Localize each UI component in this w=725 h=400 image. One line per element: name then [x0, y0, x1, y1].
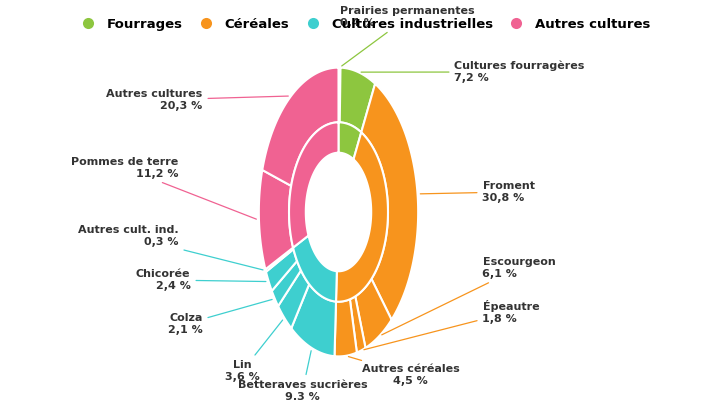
Polygon shape	[265, 248, 294, 272]
Polygon shape	[355, 279, 392, 348]
Text: Colza
2,1 %: Colza 2,1 %	[167, 300, 272, 335]
Polygon shape	[262, 68, 339, 186]
Polygon shape	[259, 170, 293, 269]
Polygon shape	[350, 296, 365, 352]
Text: Pommes de terre
11,2 %: Pommes de terre 11,2 %	[71, 157, 257, 219]
Text: Froment
30,8 %: Froment 30,8 %	[420, 181, 534, 203]
Polygon shape	[334, 299, 357, 356]
Polygon shape	[339, 122, 361, 159]
Polygon shape	[361, 84, 418, 320]
Text: Autres cult. ind.
0,3 %: Autres cult. ind. 0,3 %	[78, 225, 263, 270]
Text: Chicorée
2,4 %: Chicorée 2,4 %	[136, 269, 266, 291]
Text: Cultures fourragères
7,2 %: Cultures fourragères 7,2 %	[361, 61, 585, 83]
Text: Lin
3,6 %: Lin 3,6 %	[225, 320, 283, 382]
Polygon shape	[266, 249, 297, 291]
Polygon shape	[306, 153, 371, 271]
Polygon shape	[278, 270, 309, 328]
Text: Prairies permanentes
0,4 %: Prairies permanentes 0,4 %	[341, 6, 475, 66]
Polygon shape	[336, 132, 388, 302]
Polygon shape	[339, 68, 341, 122]
Text: Betteraves sucrières
9,3 %: Betteraves sucrières 9,3 %	[238, 351, 368, 400]
Text: Épeautre
1,8 %: Épeautre 1,8 %	[364, 300, 539, 350]
Text: Autres céréales
4,5 %: Autres céréales 4,5 %	[349, 356, 460, 386]
Polygon shape	[291, 284, 336, 356]
Text: Escourgeon
6,1 %: Escourgeon 6,1 %	[382, 257, 555, 335]
Polygon shape	[293, 236, 337, 302]
Legend: Fourrages, Céréales, Cultures industrielles, Autres cultures: Fourrages, Céréales, Cultures industriel…	[70, 12, 655, 36]
Polygon shape	[340, 68, 375, 132]
Polygon shape	[289, 122, 339, 248]
Text: Autres cultures
20,3 %: Autres cultures 20,3 %	[107, 89, 289, 111]
Polygon shape	[272, 261, 301, 306]
